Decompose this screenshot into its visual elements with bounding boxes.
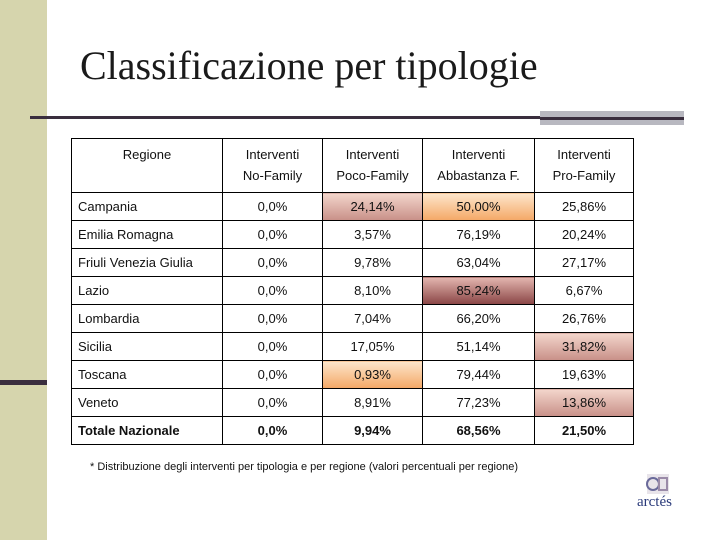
cell: 0,0%: [222, 276, 323, 305]
cell: 24,14%: [322, 192, 423, 221]
cell: 0,0%: [222, 388, 323, 417]
row-label: Campania: [71, 192, 223, 221]
cell: 77,23%: [422, 388, 535, 417]
header-row: Regione Interventi No-Family Interventi Po…: [71, 138, 634, 193]
cell: 21,50%: [534, 416, 634, 445]
table: Regione Interventi No-Family Interventi Po…: [71, 138, 634, 445]
side-mark: [0, 380, 47, 385]
row-label: Toscana: [71, 360, 223, 389]
cell: 0,93%: [322, 360, 423, 389]
cell: 0,0%: [222, 416, 323, 445]
cell: 17,05%: [322, 332, 423, 361]
footnote: * Distribuzione degli interventi per tip…: [90, 461, 519, 473]
cell: 0,0%: [222, 220, 323, 249]
cell: 68,56%: [422, 416, 535, 445]
table-row: Lazio 0,0% 8,10% 85,24% 6,67%: [71, 276, 634, 305]
header-cell: Interventi No-Family: [222, 138, 323, 193]
table-row: Sicilia 0,0% 17,05% 51,14% 31,82%: [71, 332, 634, 361]
cell: 79,44%: [422, 360, 535, 389]
cell: 0,0%: [222, 360, 323, 389]
side-strip: [0, 0, 47, 540]
row-label: Lombardia: [71, 304, 223, 333]
cell: 19,63%: [534, 360, 634, 389]
title: Classificazione per tipologie: [80, 43, 538, 88]
cell: 13,86%: [534, 388, 634, 417]
cell: 63,04%: [422, 248, 535, 277]
row-label: Veneto: [71, 388, 223, 417]
cell: 85,24%: [422, 276, 535, 305]
row-label: Friuli Venezia Giulia: [71, 248, 223, 277]
cell: 31,82%: [534, 332, 634, 361]
cell: 51,14%: [422, 332, 535, 361]
cell: 3,57%: [322, 220, 423, 249]
table-row: Friuli Venezia Giulia 0,0% 9,78% 63,04% 27,1…: [71, 248, 634, 277]
cell: 6,67%: [534, 276, 634, 305]
cell: 66,20%: [422, 304, 535, 333]
table-row: Lombardia 0,0% 7,04% 66,20% 26,76%: [71, 304, 634, 333]
table-row: Campania 0,0% 24,14% 50,00% 25,86%: [71, 192, 634, 221]
row-label: Lazio: [71, 276, 223, 305]
cell: 9,78%: [322, 248, 423, 277]
table-row: Toscana 0,0% 0,93% 79,44% 19,63%: [71, 360, 634, 389]
cell: 9,94%: [322, 416, 423, 445]
cell: 0,0%: [222, 304, 323, 333]
table-row: Veneto 0,0% 8,91% 77,23% 13,86%: [71, 388, 634, 417]
cell: 0,0%: [222, 192, 323, 221]
cell: 27,17%: [534, 248, 634, 277]
table-row: Emilia Romagna 0,0% 3,57% 76,19% 20,24%: [71, 220, 634, 249]
cell: 76,19%: [422, 220, 535, 249]
cell: 25,86%: [534, 192, 634, 221]
cell: 8,10%: [322, 276, 423, 305]
title-rule-end: [540, 117, 684, 120]
header-cell: Interventi Abbastanza F.: [422, 138, 535, 193]
cell: 26,76%: [534, 304, 634, 333]
cell: 20,24%: [534, 220, 634, 249]
row-label: Sicilia: [71, 332, 223, 361]
logo: arctés: [637, 494, 672, 510]
logo-mark: [646, 474, 669, 494]
cell: 0,0%: [222, 332, 323, 361]
table-row: Totale Nazionale 0,0% 9,94% 68,56% 21,50%: [71, 416, 634, 445]
header-cell: Interventi Pro-Family: [534, 138, 634, 193]
header-cell: Regione: [71, 138, 223, 193]
cell: 50,00%: [422, 192, 535, 221]
row-label: Totale Nazionale: [71, 416, 223, 445]
cell: 7,04%: [322, 304, 423, 333]
header-cell: Interventi Poco-Family: [322, 138, 423, 193]
cell: 8,91%: [322, 388, 423, 417]
title-rule: [30, 116, 540, 119]
cell: 0,0%: [222, 248, 323, 277]
row-label: Emilia Romagna: [71, 220, 223, 249]
